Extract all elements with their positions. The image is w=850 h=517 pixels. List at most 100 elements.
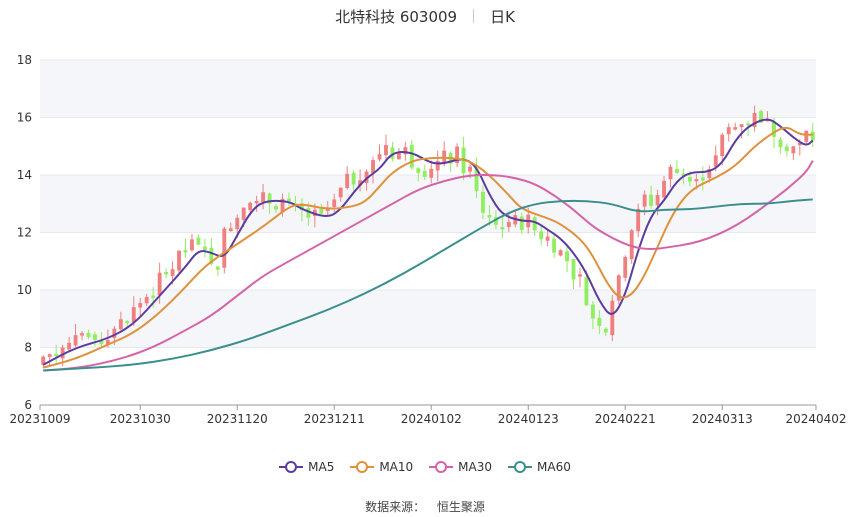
candle-body [584, 277, 589, 306]
candle-body [532, 217, 537, 231]
y-tick-label: 6 [24, 398, 32, 412]
candle-body [105, 340, 110, 345]
legend-item-ma60[interactable]: MA60 [508, 460, 571, 474]
legend-item-ma30[interactable]: MA30 [429, 460, 492, 474]
candle-body [655, 195, 660, 206]
y-tick-label: 18 [17, 53, 32, 67]
candle-body [500, 227, 505, 230]
candle-body [642, 194, 647, 207]
series-line-ma5 [42, 118, 814, 366]
candle-body [687, 176, 692, 182]
title-divider [473, 9, 475, 23]
candle-body [170, 269, 175, 276]
legend-label: MA60 [537, 460, 571, 474]
candle-body [228, 228, 233, 232]
candle-body [694, 179, 699, 182]
candle-body [565, 251, 569, 262]
candle-body [662, 180, 666, 198]
candle-body [196, 237, 201, 245]
candle-body [93, 334, 97, 340]
candle-body [590, 304, 595, 319]
candle-body [177, 250, 181, 271]
legend-label: MA30 [458, 460, 493, 474]
candle-body [364, 171, 369, 183]
candle-body [468, 166, 472, 172]
candle-body [164, 271, 169, 275]
candle-body [403, 147, 408, 155]
candle-body [241, 207, 246, 220]
candle-body [157, 272, 162, 296]
grid-band [40, 60, 816, 118]
legend-marker-icon [350, 461, 375, 473]
candle-body [209, 247, 214, 264]
candle-body [416, 168, 421, 173]
candle-body [545, 236, 550, 241]
candle-body [377, 154, 382, 160]
candle-body [306, 208, 311, 218]
y-tick-label: 14 [17, 168, 32, 182]
candle-body [713, 155, 718, 167]
candle-body [73, 335, 78, 346]
candle-body [539, 231, 544, 240]
x-tick-label: 20240402 [785, 412, 846, 426]
candle-body [726, 127, 731, 135]
candle-body [597, 317, 602, 326]
candle-body [675, 169, 679, 174]
candle-body [99, 340, 104, 345]
candle-body [80, 333, 84, 336]
candle-body [804, 130, 809, 142]
candle-body [371, 160, 375, 174]
period-label[interactable]: 日K [490, 7, 515, 26]
candle-body [183, 250, 188, 253]
candle-body [552, 238, 557, 253]
legend-marker-icon [429, 461, 454, 473]
candle-body [112, 328, 117, 338]
candle-body [332, 199, 337, 207]
candle-body [481, 191, 485, 213]
candle-body [784, 146, 789, 152]
x-tick-label: 20231030 [110, 412, 171, 426]
candle-body [325, 208, 330, 211]
candle-body [429, 168, 434, 178]
candle-body [759, 111, 763, 123]
candle-body [60, 347, 65, 359]
y-tick-label: 10 [17, 283, 32, 297]
candle-body [519, 216, 524, 231]
candle-body [623, 256, 628, 278]
candle-body [558, 250, 563, 256]
candle-body [338, 187, 343, 198]
x-tick-label: 20240221 [595, 412, 656, 426]
candle-body [351, 172, 356, 185]
candle-body [287, 198, 291, 202]
candle-body [384, 145, 388, 156]
candle-body [435, 160, 440, 171]
candle-body [772, 121, 776, 137]
candle-body [636, 208, 641, 232]
candle-body [67, 342, 72, 350]
candle-body [668, 166, 673, 180]
candle-body [629, 230, 634, 260]
candle-body [261, 192, 266, 202]
candle-body [248, 202, 253, 211]
legend-item-ma10[interactable]: MA10 [350, 460, 413, 474]
series-line-ma60 [43, 198, 813, 372]
candle-body [138, 303, 143, 308]
candle-body [810, 131, 815, 141]
candle-body [493, 217, 498, 225]
legend-label: MA5 [308, 460, 335, 474]
candle-body [616, 275, 621, 301]
candle-body [41, 356, 46, 365]
y-tick-label: 8 [24, 341, 32, 355]
candle-body [131, 307, 136, 323]
candle-body [190, 239, 194, 251]
candle-body [274, 206, 278, 210]
candle-body [752, 113, 757, 127]
candle-body [649, 194, 654, 206]
legend-item-ma5[interactable]: MA5 [279, 460, 334, 474]
candle-body [506, 222, 511, 227]
candle-body [54, 353, 59, 357]
chart-title: 北特科技 603009 [335, 7, 458, 26]
candle-body [733, 127, 738, 130]
candle-body [267, 193, 272, 204]
candle-body [118, 319, 123, 330]
